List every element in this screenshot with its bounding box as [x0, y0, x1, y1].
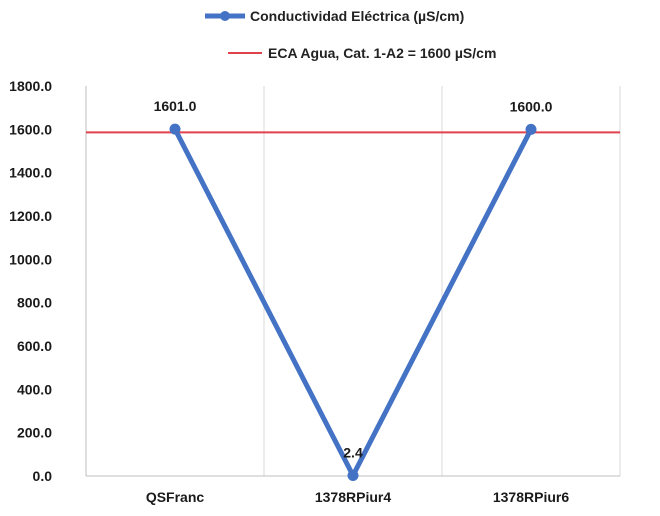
y-tick-label: 1600.0 — [9, 121, 52, 137]
y-tick-label: 0.0 — [33, 468, 53, 484]
y-tick-label: 1400.0 — [9, 165, 52, 181]
legend-item-reference: ECA Agua, Cat. 1-A2 = 1600 µS/cm — [228, 45, 496, 61]
gridlines — [263, 86, 621, 476]
data-point — [169, 123, 181, 135]
data-labels: 1601.0 2.4 1600.0 — [154, 98, 553, 460]
x-tick-label: 1378RPiur4 — [315, 489, 391, 505]
x-axis-ticks: QSFranc 1378RPiur4 1378RPiur6 — [146, 489, 570, 505]
data-point — [525, 123, 537, 135]
y-tick-label: 400.0 — [17, 381, 52, 397]
series — [169, 123, 537, 481]
x-tick-label: QSFranc — [146, 489, 205, 505]
data-label: 1601.0 — [154, 98, 197, 114]
y-tick-label: 1800.0 — [9, 78, 52, 94]
y-axis-ticks: 0.0 200.0 400.0 600.0 800.0 1000.0 1200.0 1400.… — [9, 78, 52, 484]
data-label: 1600.0 — [510, 98, 553, 114]
y-tick-label: 600.0 — [17, 338, 52, 354]
data-point — [347, 469, 359, 481]
y-tick-label: 800.0 — [17, 295, 52, 311]
legend-series-label: Conductividad Eléctrica (µS/cm) — [250, 8, 464, 24]
y-tick-label: 1200.0 — [9, 208, 52, 224]
x-tick-label: 1378RPiur6 — [493, 489, 569, 505]
legend-series-marker — [220, 11, 230, 21]
series-line — [172, 126, 534, 478]
legend-item-series: Conductividad Eléctrica (µS/cm) — [205, 8, 464, 24]
legend-reference-label: ECA Agua, Cat. 1-A2 = 1600 µS/cm — [268, 45, 496, 61]
axes — [85, 86, 620, 477]
data-label: 2.4 — [343, 444, 363, 460]
y-tick-label: 200.0 — [17, 425, 52, 441]
y-tick-label: 1000.0 — [9, 251, 52, 267]
legend: Conductividad Eléctrica (µS/cm) ECA Agua… — [205, 8, 496, 61]
